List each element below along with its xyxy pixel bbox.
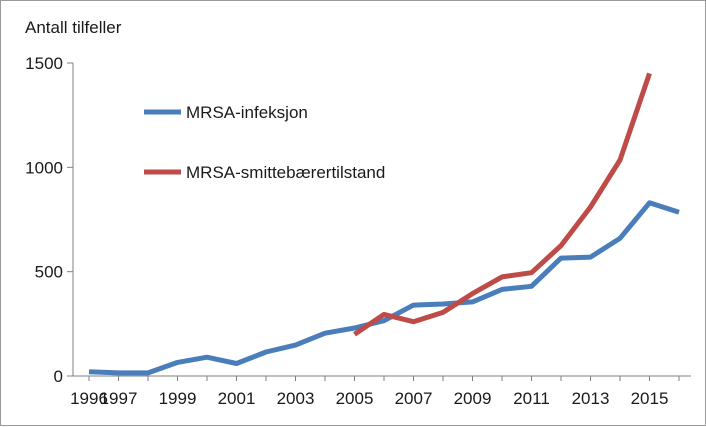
x-tick-label: 2011 [513, 389, 550, 408]
x-tick-label: 1997 [100, 389, 138, 408]
y-tick-label: 1000 [25, 158, 63, 177]
x-tick-label: 2009 [454, 389, 492, 408]
x-tick-label: 1996 [70, 389, 108, 408]
y-axis-title: Antall tilfeller [25, 18, 122, 37]
y-tick-label: 0 [54, 367, 63, 386]
series-line-1 [88, 200, 680, 376]
x-tick-label: 2013 [572, 389, 610, 408]
series-lines [88, 72, 680, 376]
y-tick-label: 1500 [25, 54, 63, 73]
series-line-2 [353, 72, 652, 337]
x-tick-label: 1999 [159, 389, 197, 408]
axes [72, 63, 691, 377]
y-tick-label: 500 [35, 263, 63, 282]
legend-label-1: MRSA-infeksjon [186, 103, 308, 122]
x-tick-label: 2015 [631, 389, 669, 408]
legend: MRSA-infeksjon MRSA-smittebærertilstand [144, 103, 385, 182]
x-tick-label: 2001 [218, 389, 256, 408]
x-tick-label: 2007 [395, 389, 433, 408]
x-tick-label: 2005 [336, 389, 374, 408]
x-tick-label: 2003 [277, 389, 315, 408]
y-axis-ticks: 0 500 1000 1500 [25, 54, 73, 386]
legend-label-2: MRSA-smittebærertilstand [186, 163, 385, 182]
